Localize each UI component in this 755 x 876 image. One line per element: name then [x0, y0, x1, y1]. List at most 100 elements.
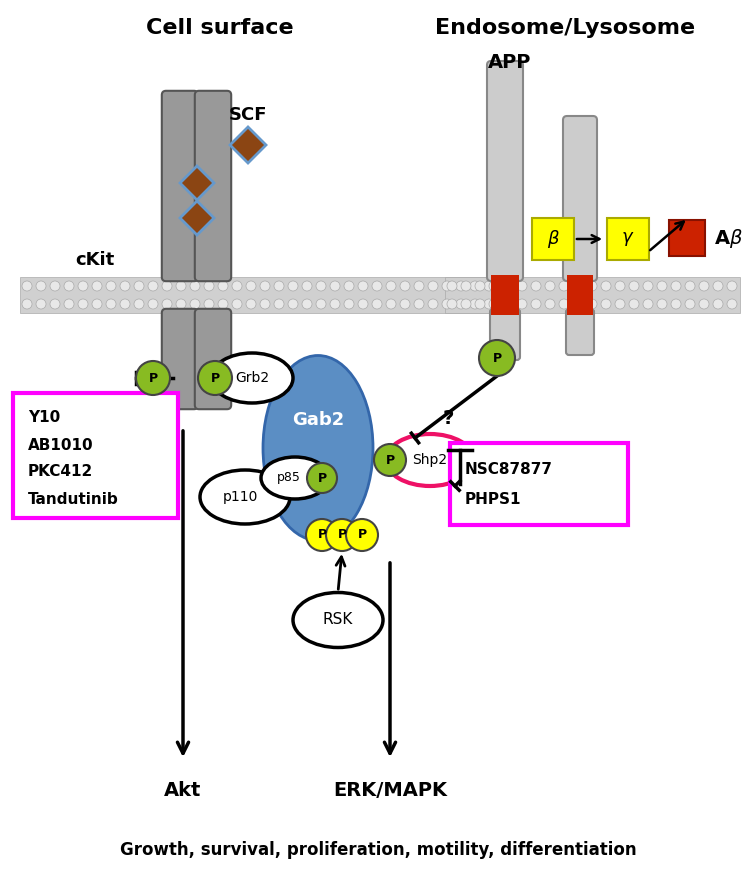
Circle shape [685, 299, 695, 309]
FancyBboxPatch shape [490, 309, 520, 360]
Circle shape [699, 281, 709, 291]
Bar [532, 218, 574, 260]
Circle shape [470, 281, 480, 291]
Circle shape [713, 299, 723, 309]
Ellipse shape [263, 356, 373, 540]
Circle shape [346, 519, 378, 551]
Circle shape [218, 299, 228, 309]
Circle shape [657, 281, 667, 291]
Circle shape [204, 281, 214, 291]
Circle shape [190, 281, 200, 291]
Circle shape [344, 281, 354, 291]
Circle shape [456, 299, 466, 309]
Circle shape [657, 299, 667, 309]
Circle shape [288, 299, 298, 309]
Circle shape [120, 281, 130, 291]
Circle shape [517, 299, 527, 309]
Ellipse shape [293, 592, 383, 647]
Circle shape [685, 281, 695, 291]
Circle shape [447, 281, 457, 291]
Text: P: P [357, 528, 367, 541]
Circle shape [374, 444, 406, 476]
Text: ERK/MAPK: ERK/MAPK [333, 781, 447, 800]
Text: AB1010: AB1010 [28, 437, 94, 453]
Circle shape [306, 519, 338, 551]
Circle shape [246, 281, 256, 291]
Circle shape [307, 463, 337, 493]
Circle shape [36, 299, 46, 309]
Circle shape [330, 299, 340, 309]
Circle shape [372, 281, 382, 291]
Text: SCF: SCF [229, 106, 267, 124]
Circle shape [643, 281, 653, 291]
Bar [669, 220, 705, 256]
Circle shape [106, 299, 116, 309]
Text: Cell surface: Cell surface [146, 18, 294, 38]
Circle shape [218, 281, 228, 291]
Circle shape [531, 281, 541, 291]
Bar [607, 218, 649, 260]
Circle shape [489, 299, 499, 309]
Circle shape [573, 299, 583, 309]
Circle shape [400, 299, 410, 309]
Circle shape [428, 299, 438, 309]
Circle shape [414, 281, 424, 291]
Circle shape [503, 299, 513, 309]
Text: PKC412: PKC412 [28, 464, 94, 479]
Circle shape [232, 281, 242, 291]
Circle shape [78, 299, 88, 309]
Text: Y10: Y10 [28, 411, 60, 426]
Text: P: P [211, 371, 220, 385]
Text: Growth, survival, proliferation, motility, differentiation: Growth, survival, proliferation, motilit… [120, 841, 636, 859]
Text: Gab2: Gab2 [292, 411, 344, 429]
Text: A$\beta$: A$\beta$ [714, 228, 743, 251]
Circle shape [461, 281, 471, 291]
Circle shape [699, 299, 709, 309]
Text: Grb2: Grb2 [235, 371, 269, 385]
Circle shape [36, 281, 46, 291]
Circle shape [274, 299, 284, 309]
FancyBboxPatch shape [563, 116, 597, 281]
Circle shape [615, 281, 625, 291]
Circle shape [545, 281, 555, 291]
Circle shape [475, 281, 485, 291]
Text: P: P [337, 528, 347, 541]
Circle shape [274, 281, 284, 291]
Circle shape [601, 299, 611, 309]
FancyBboxPatch shape [162, 91, 199, 281]
Circle shape [246, 299, 256, 309]
FancyBboxPatch shape [13, 393, 178, 518]
Circle shape [601, 281, 611, 291]
Circle shape [162, 299, 172, 309]
Circle shape [344, 299, 354, 309]
Ellipse shape [261, 457, 329, 499]
Text: ?: ? [442, 408, 454, 427]
Text: P: P [317, 471, 327, 484]
Circle shape [302, 299, 312, 309]
Circle shape [587, 281, 597, 291]
Circle shape [447, 299, 457, 309]
Bar [491, 275, 519, 315]
Polygon shape [180, 201, 214, 235]
Text: RSK: RSK [323, 612, 353, 627]
Circle shape [302, 281, 312, 291]
Circle shape [22, 299, 32, 309]
Text: P: P [149, 371, 158, 385]
Circle shape [629, 299, 639, 309]
Circle shape [489, 281, 499, 291]
Circle shape [162, 281, 172, 291]
Circle shape [260, 299, 270, 309]
FancyBboxPatch shape [162, 309, 199, 409]
Circle shape [176, 281, 186, 291]
FancyBboxPatch shape [195, 309, 231, 409]
Text: PHPS1: PHPS1 [465, 492, 522, 507]
Text: APP: APP [488, 53, 532, 73]
FancyBboxPatch shape [487, 61, 523, 281]
Circle shape [50, 299, 60, 309]
Circle shape [559, 281, 569, 291]
Text: $\beta$: $\beta$ [547, 228, 559, 250]
Circle shape [358, 281, 368, 291]
Circle shape [106, 281, 116, 291]
Text: Endosome/Lysosome: Endosome/Lysosome [435, 18, 695, 38]
Circle shape [330, 281, 340, 291]
